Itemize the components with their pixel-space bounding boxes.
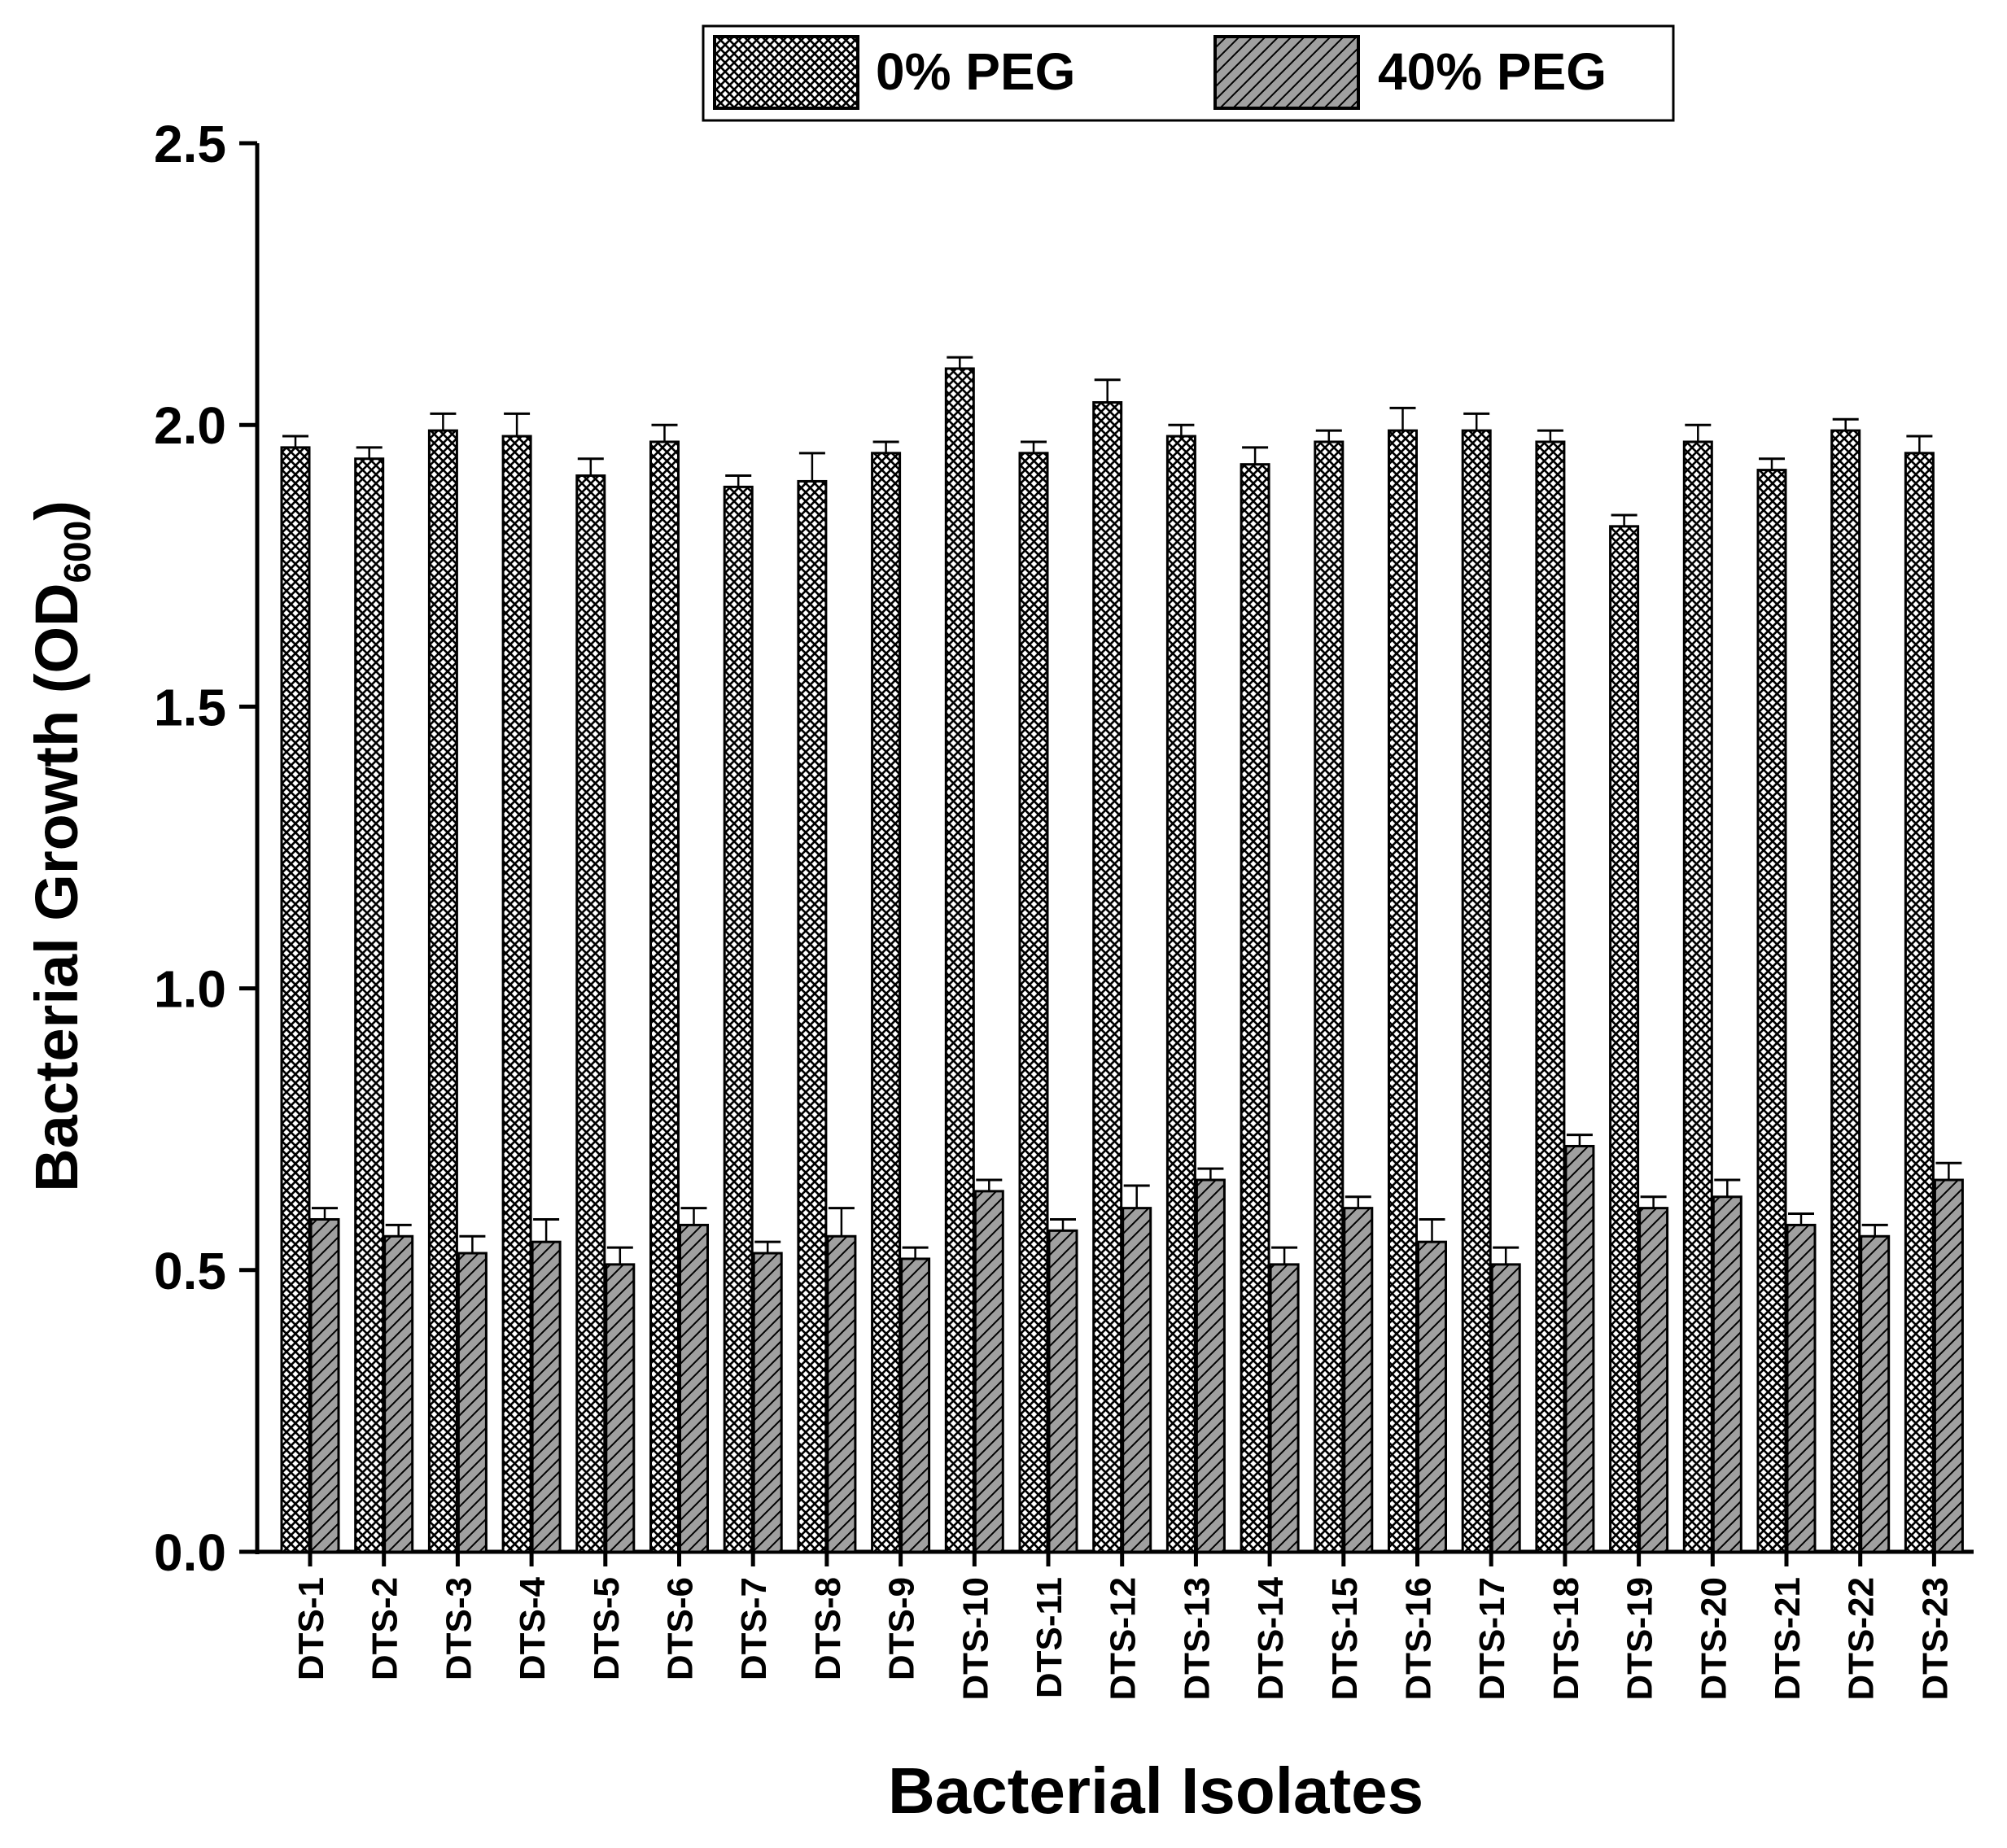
y-tick-label: 0.0 (154, 1523, 226, 1582)
bar-40-percent-peg (1269, 1263, 1300, 1553)
x-tick-label: DTS-20 (1694, 1577, 1734, 1701)
y-axis-title-main: Bacterial Growth (OD (23, 583, 90, 1192)
legend-swatch-0-percent-peg (713, 35, 859, 110)
x-tick-label: DTS-14 (1251, 1576, 1291, 1700)
error-bars (282, 356, 1962, 1265)
y-tick-label: 2.0 (154, 396, 226, 455)
x-tick-label: DTS-9 (882, 1577, 922, 1680)
x-tick-label: DTS-10 (955, 1577, 995, 1701)
bar-40-percent-peg (457, 1252, 488, 1553)
bar-0-percent-peg (1756, 469, 1787, 1553)
bar-0-percent-peg (1904, 452, 1935, 1553)
legend-swatch-40-percent-peg (1213, 35, 1360, 110)
bar-40-percent-peg (900, 1257, 931, 1553)
bar-40-percent-peg (1417, 1240, 1447, 1553)
y-tick-label: 1.0 (154, 960, 226, 1019)
bar-40-percent-peg (1490, 1263, 1521, 1553)
y-axis-title-close: ) (23, 500, 90, 521)
bar-0-percent-peg (1609, 525, 1640, 1553)
bar-0-percent-peg (1240, 463, 1270, 1553)
bar-0-percent-peg (1535, 440, 1566, 1553)
bar-0-percent-peg (575, 474, 606, 1553)
bar-40-percent-peg (679, 1223, 709, 1553)
bar-0-percent-peg (501, 435, 532, 1553)
bar-0-percent-peg (871, 452, 902, 1553)
bar-0-percent-peg (1018, 452, 1049, 1553)
x-tick-label: DTS-3 (439, 1577, 479, 1680)
bar-0-percent-peg (649, 440, 680, 1553)
bar-40-percent-peg (973, 1190, 1004, 1553)
bar-40-percent-peg (309, 1217, 340, 1553)
bar-40-percent-peg (1343, 1207, 1374, 1553)
x-tick-label: DTS-17 (1472, 1577, 1512, 1701)
bar-40-percent-peg (605, 1263, 636, 1553)
x-tick-label: DTS-5 (587, 1577, 627, 1680)
bar-0-percent-peg (1165, 435, 1196, 1553)
legend: 0% PEG 40% PEG (702, 24, 1675, 122)
x-tick-label: DTS-21 (1768, 1577, 1808, 1701)
bar-40-percent-peg (1860, 1234, 1891, 1553)
y-tick-label: 0.5 (154, 1242, 226, 1300)
y-axis: 0.0 0.5 1.0 1.5 2.0 2.5 Bacterial Growth (OD6… (23, 115, 260, 1582)
bar-40-percent-peg (383, 1234, 414, 1553)
x-tick-label: DTS-18 (1546, 1577, 1586, 1701)
bar-40-percent-peg (1712, 1195, 1742, 1553)
legend-label-40-percent-peg: 40% PEG (1378, 42, 1607, 101)
legend-frame (702, 24, 1675, 122)
bar-40-percent-peg (1122, 1207, 1152, 1553)
bar-0-percent-peg (354, 457, 385, 1553)
bar-0-percent-peg (944, 367, 975, 1553)
bar-40-percent-peg (1638, 1207, 1669, 1553)
bar-0-percent-peg (1092, 401, 1123, 1553)
legend-label-0-percent-peg: 0% PEG (876, 42, 1075, 101)
x-tick-label: DTS-2 (365, 1577, 405, 1680)
bar-40-percent-peg (1047, 1229, 1078, 1553)
bar-40-percent-peg (826, 1234, 857, 1553)
bar-40-percent-peg (752, 1252, 783, 1553)
bar-0-percent-peg (723, 485, 754, 1553)
x-tick-label: DTS-8 (808, 1577, 848, 1680)
y-tick-label: 2.5 (154, 115, 226, 173)
y-ticks: 0.0 0.5 1.0 1.5 2.0 2.5 (154, 115, 257, 1582)
x-tick-label: DTS-12 (1104, 1577, 1143, 1701)
x-tick-label: DTS-7 (734, 1577, 774, 1680)
bar-0-percent-peg (797, 479, 828, 1553)
x-ticks: DTS-1 DTS-2 DTS-3 DTS-4 DTS-5 DTS-6 DTS-7 DTS-8… (291, 1552, 1955, 1701)
bar-0-percent-peg (1388, 429, 1418, 1553)
bars (280, 367, 1964, 1553)
x-tick-label: DTS-1 (291, 1577, 331, 1680)
x-tick-label: DTS-15 (1325, 1577, 1365, 1701)
x-tick-label: DTS-6 (661, 1577, 701, 1680)
x-tick-label: DTS-23 (1915, 1577, 1955, 1701)
x-tick-label: DTS-22 (1842, 1577, 1882, 1701)
x-tick-label: DTS-19 (1620, 1577, 1660, 1701)
x-axis-title: Bacterial Isolates (888, 1754, 1423, 1827)
x-tick-label: DTS-4 (513, 1576, 553, 1680)
bar-0-percent-peg (1682, 440, 1713, 1553)
bar-40-percent-peg (1786, 1223, 1817, 1553)
y-axis-title-subscript: 600 (56, 521, 98, 583)
x-axis: DTS-1 DTS-2 DTS-3 DTS-4 DTS-5 DTS-6 DTS-7 DTS-8… (256, 1549, 1974, 1827)
bar-40-percent-peg (1933, 1178, 1964, 1553)
bar-40-percent-peg (1564, 1144, 1595, 1553)
x-tick-label: DTS-11 (1030, 1577, 1069, 1698)
y-tick-label: 1.5 (154, 678, 226, 736)
bar-0-percent-peg (1314, 440, 1345, 1553)
x-tick-label: DTS-16 (1399, 1577, 1439, 1701)
y-axis-title: Bacterial Growth (OD600) (23, 500, 98, 1192)
bar-0-percent-peg (1830, 429, 1861, 1553)
bar-40-percent-peg (531, 1240, 562, 1553)
x-tick-label: DTS-13 (1177, 1577, 1217, 1701)
bar-0-percent-peg (427, 429, 458, 1553)
bar-0-percent-peg (1461, 429, 1492, 1553)
bar-40-percent-peg (1195, 1178, 1226, 1553)
bar-0-percent-peg (280, 446, 311, 1553)
